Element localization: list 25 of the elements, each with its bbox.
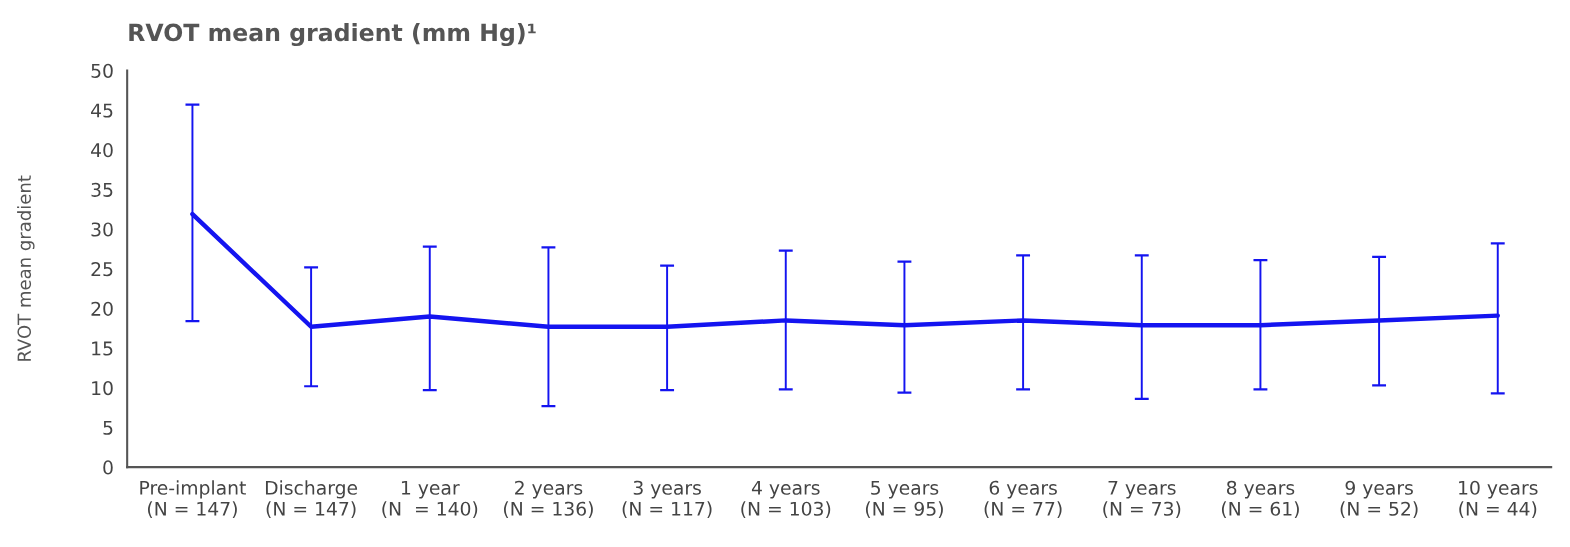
x-tick-label: 10 years (N = 44) bbox=[1459, 480, 1538, 519]
y-axis-title: RVOT mean gradient bbox=[17, 175, 35, 361]
chart-title: RVOT mean gradient (mm Hg)¹ bbox=[129, 23, 536, 47]
y-tick-label: 30 bbox=[91, 222, 113, 237]
x-tick-label: Pre-implant (N = 147) bbox=[140, 480, 246, 519]
x-tick-label: Discharge (N = 147) bbox=[265, 480, 358, 519]
y-tick-label: 40 bbox=[91, 143, 113, 158]
x-tick-label: 1 year (N = 140) bbox=[382, 480, 478, 519]
x-tick-label: 6 years (N = 77) bbox=[984, 480, 1062, 519]
x-tick-label: 5 years (N = 95) bbox=[865, 480, 943, 519]
y-tick-label: 45 bbox=[91, 103, 113, 118]
x-tick-label: 7 years (N = 73) bbox=[1103, 480, 1181, 519]
y-tick-label: 15 bbox=[92, 341, 113, 356]
x-tick-label: 2 years (N = 136) bbox=[504, 480, 593, 519]
x-tick-label: 3 years (N = 117) bbox=[622, 480, 712, 519]
y-tick-label: 35 bbox=[91, 182, 113, 197]
y-tick-label: 0 bbox=[103, 460, 113, 475]
x-tick-label: 8 years (N = 61) bbox=[1221, 480, 1299, 519]
y-tick-label: 50 bbox=[91, 63, 113, 78]
x-tick-label: 4 years (N = 103) bbox=[741, 480, 831, 519]
x-tick-label: 9 years (N = 52) bbox=[1340, 480, 1418, 519]
y-tick-label: 20 bbox=[91, 301, 113, 316]
y-tick-label: 5 bbox=[103, 420, 113, 435]
y-tick-label: 10 bbox=[92, 381, 113, 396]
y-tick-label: 25 bbox=[91, 262, 113, 277]
